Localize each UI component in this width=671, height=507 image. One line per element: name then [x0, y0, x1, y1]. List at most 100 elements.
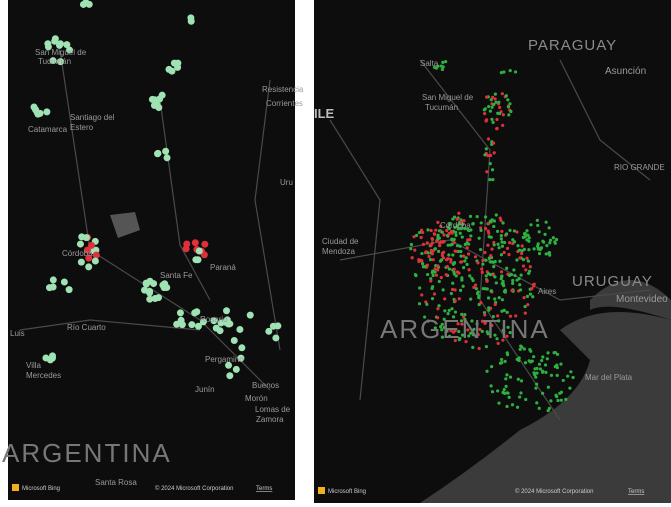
location-dot [490, 390, 495, 394]
location-dot [527, 236, 531, 240]
location-dot [55, 41, 63, 49]
right-labels: PARAGUAY Asunción Salta San Miguel de Tu… [314, 37, 668, 495]
location-dot [83, 246, 91, 254]
location-dot [483, 111, 487, 116]
location-dot [553, 241, 557, 245]
location-dot [485, 369, 489, 373]
location-dot [460, 322, 464, 326]
location-dot [417, 258, 421, 262]
location-dot [500, 298, 504, 302]
location-dot [431, 269, 435, 273]
location-dot [457, 297, 461, 301]
location-dot [85, 254, 93, 262]
location-dot [452, 240, 456, 245]
location-dot [492, 243, 496, 247]
location-dot [546, 409, 550, 413]
location-dot [409, 242, 414, 247]
location-dot [483, 107, 487, 111]
location-dot [421, 242, 426, 246]
location-dot [413, 273, 418, 277]
location-dot [500, 357, 504, 362]
location-dot [225, 361, 233, 369]
terms-link[interactable]: Terms [256, 486, 272, 492]
location-dot [440, 67, 445, 72]
location-dot [489, 260, 493, 264]
location-dot [445, 264, 449, 269]
location-dot [88, 241, 96, 249]
location-dot [472, 327, 476, 331]
location-dot [193, 308, 201, 316]
location-dot [460, 235, 464, 239]
location-dot [417, 302, 422, 306]
location-dot [547, 226, 551, 230]
location-dot [162, 147, 170, 155]
location-dot [419, 235, 423, 240]
location-dot [433, 247, 437, 251]
location-dot [485, 330, 489, 334]
location-dot [420, 230, 425, 235]
location-dot [514, 314, 518, 318]
location-dot [441, 288, 445, 292]
location-dot [142, 279, 150, 287]
location-dot [417, 230, 422, 235]
location-dot [476, 333, 480, 337]
location-dot [423, 251, 428, 255]
location-dot [505, 232, 509, 236]
location-dot [504, 377, 508, 381]
location-dot [479, 221, 483, 225]
location-dot [43, 108, 51, 116]
location-dot [442, 233, 446, 237]
location-dot [426, 272, 430, 277]
place-label: Mendoza [322, 247, 355, 256]
location-dot [265, 327, 273, 335]
location-dot [451, 315, 456, 319]
location-dot [521, 264, 526, 268]
location-dot [515, 357, 519, 362]
location-dot [492, 265, 496, 269]
location-dot [236, 325, 244, 333]
place-label: Tucumán [425, 103, 458, 112]
location-dot [457, 338, 461, 342]
location-dot [454, 233, 458, 237]
location-dot [450, 238, 454, 242]
location-dot [447, 253, 451, 257]
location-dot [497, 100, 501, 104]
place-label: Tucumán [38, 57, 71, 66]
location-dot [491, 314, 495, 319]
location-dot [490, 364, 494, 369]
location-dot [192, 256, 200, 264]
location-dot [519, 379, 524, 383]
location-dot [481, 287, 485, 291]
location-dot [85, 263, 93, 271]
location-dot [430, 286, 434, 291]
location-dot [223, 316, 231, 324]
terms-link[interactable]: Terms [628, 489, 644, 495]
place-label: Aires [538, 287, 556, 296]
location-dot [554, 393, 558, 397]
location-dot [409, 247, 413, 251]
country-label: ARGENTINA [380, 314, 550, 344]
location-dot [477, 294, 481, 298]
location-dot [44, 40, 52, 48]
location-dot [32, 106, 40, 114]
location-dot [505, 310, 509, 314]
location-dot [516, 244, 520, 248]
location-dot [520, 345, 524, 349]
location-dot [571, 375, 575, 380]
location-dot [486, 272, 491, 276]
location-dot [492, 224, 496, 229]
location-dot [446, 312, 450, 316]
location-dot [49, 276, 57, 284]
location-dot [520, 251, 524, 256]
location-dot [549, 399, 553, 403]
bing-logo [318, 487, 325, 494]
location-dot [534, 386, 538, 390]
location-dot [479, 228, 483, 232]
location-dot [515, 278, 519, 282]
location-dot [530, 359, 534, 363]
location-dot [477, 236, 481, 240]
location-dot [495, 117, 499, 122]
place-label: Junín [195, 385, 215, 394]
location-dot [446, 243, 450, 247]
location-dot [440, 322, 444, 326]
